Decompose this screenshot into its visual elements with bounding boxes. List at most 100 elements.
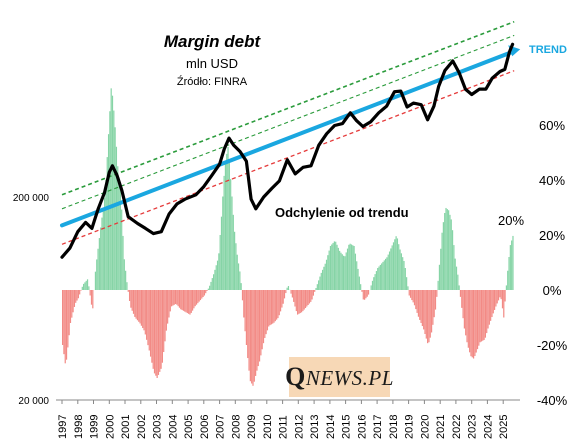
deviation-bar	[142, 290, 144, 329]
deviation-bar	[474, 290, 476, 356]
deviation-bar	[111, 95, 114, 290]
right-tick-label: -20%	[537, 338, 568, 353]
deviation-bar	[80, 290, 82, 291]
deviation-bar	[370, 285, 372, 290]
band-line	[61, 34, 515, 210]
x-tick-label: 2014	[325, 415, 337, 439]
deviation-bar	[500, 290, 502, 300]
deviation-bar	[335, 241, 337, 290]
deviation-bar	[176, 290, 178, 305]
deviation-bar	[449, 214, 451, 290]
deviation-bar	[85, 280, 87, 290]
trend-line	[60, 49, 517, 228]
deviation-bar	[433, 290, 435, 318]
deviation-bar	[265, 290, 267, 335]
deviation-bar	[479, 290, 481, 343]
deviation-bar	[364, 290, 366, 300]
deviation-bar	[132, 290, 135, 314]
deviation-bar	[153, 290, 156, 374]
deviation-bar	[328, 250, 330, 290]
deviation-bar	[490, 290, 492, 321]
logo-text: QNEWS.PL	[285, 362, 394, 391]
trend-label: TREND	[529, 44, 567, 56]
deviation-bar	[216, 260, 219, 290]
deviation-bar	[101, 217, 103, 290]
deviation-bar	[408, 290, 410, 296]
trend-bands	[61, 20, 515, 245]
deviation-bar	[174, 290, 177, 305]
deviation-bar	[203, 290, 206, 296]
deviation-bar	[298, 290, 300, 314]
deviation-bar	[68, 290, 70, 336]
deviation-bar	[71, 290, 73, 318]
deviation-bar	[76, 290, 78, 301]
deviation-bar	[88, 286, 90, 290]
x-tick-label: 2018	[388, 415, 400, 439]
deviation-bar	[307, 290, 309, 305]
deviation-bar	[324, 263, 326, 290]
deviation-bar	[170, 290, 173, 307]
deviation-bar	[386, 257, 388, 290]
deviation-bar	[440, 248, 442, 290]
deviation-bar	[63, 290, 65, 355]
x-tick-label: 2000	[104, 415, 116, 439]
deviation-bar	[234, 231, 236, 290]
deviation-bar	[188, 290, 190, 314]
deviation-bar	[336, 244, 338, 290]
deviation-bar	[342, 255, 345, 290]
deviation-bar	[122, 235, 124, 290]
deviation-bar	[417, 290, 420, 317]
x-tick-label: 2008	[230, 415, 242, 439]
deviation-bar	[113, 110, 115, 290]
deviation-bar	[195, 290, 198, 305]
deviation-bar	[223, 175, 225, 290]
deviation-bar	[471, 290, 473, 358]
deviation-bar	[377, 268, 379, 290]
deviation-bar	[121, 209, 123, 290]
deviation-bar	[304, 290, 307, 309]
deviation-bar	[144, 290, 146, 335]
deviation-bar	[367, 290, 370, 295]
deviation-bar	[492, 290, 494, 314]
deviation-bar	[361, 290, 363, 292]
deviation-bar	[476, 290, 479, 350]
deviation-bar	[421, 290, 423, 327]
deviation-bar	[157, 290, 160, 375]
x-tick-label: 2020	[419, 415, 431, 439]
deviation-label: Odchylenie od trendu	[275, 205, 409, 220]
deviation-bar	[84, 282, 86, 290]
deviation-bar	[261, 290, 263, 350]
deviation-bar	[327, 255, 329, 290]
x-tick-label: 2005	[183, 415, 195, 439]
deviation-bar	[480, 290, 483, 342]
deviation-bar	[136, 290, 139, 321]
deviation-bar	[272, 290, 274, 324]
deviation-bar	[237, 263, 240, 290]
chart-title: Margin debt	[164, 32, 262, 51]
deviation-bar	[512, 235, 514, 290]
deviation-bar	[491, 290, 493, 318]
x-tick-label: 2017	[372, 415, 384, 439]
deviation-bar	[247, 290, 249, 359]
chart-subtitle: mln USD	[186, 56, 238, 71]
deviation-bar	[446, 209, 448, 290]
x-tick-label: 2006	[199, 415, 211, 439]
deviation-bar	[62, 290, 64, 345]
right-tick-label: 40%	[539, 173, 565, 188]
deviation-bar	[400, 253, 402, 290]
deviation-bar	[357, 268, 359, 290]
deviation-bar	[387, 254, 389, 290]
deviation-bars	[62, 88, 514, 386]
deviation-bar	[312, 290, 314, 296]
deviation-bar	[297, 290, 299, 315]
deviation-bar	[126, 282, 128, 290]
deviation-bar	[356, 261, 358, 290]
deviation-bar	[340, 252, 342, 290]
deviation-bar	[253, 290, 255, 382]
deviation-bar	[373, 277, 375, 290]
current-deviation-label: 20%	[498, 213, 524, 228]
deviation-bar	[205, 290, 207, 294]
deviation-bar	[350, 244, 353, 290]
deviation-bar	[169, 290, 171, 312]
deviation-bar	[67, 290, 69, 348]
